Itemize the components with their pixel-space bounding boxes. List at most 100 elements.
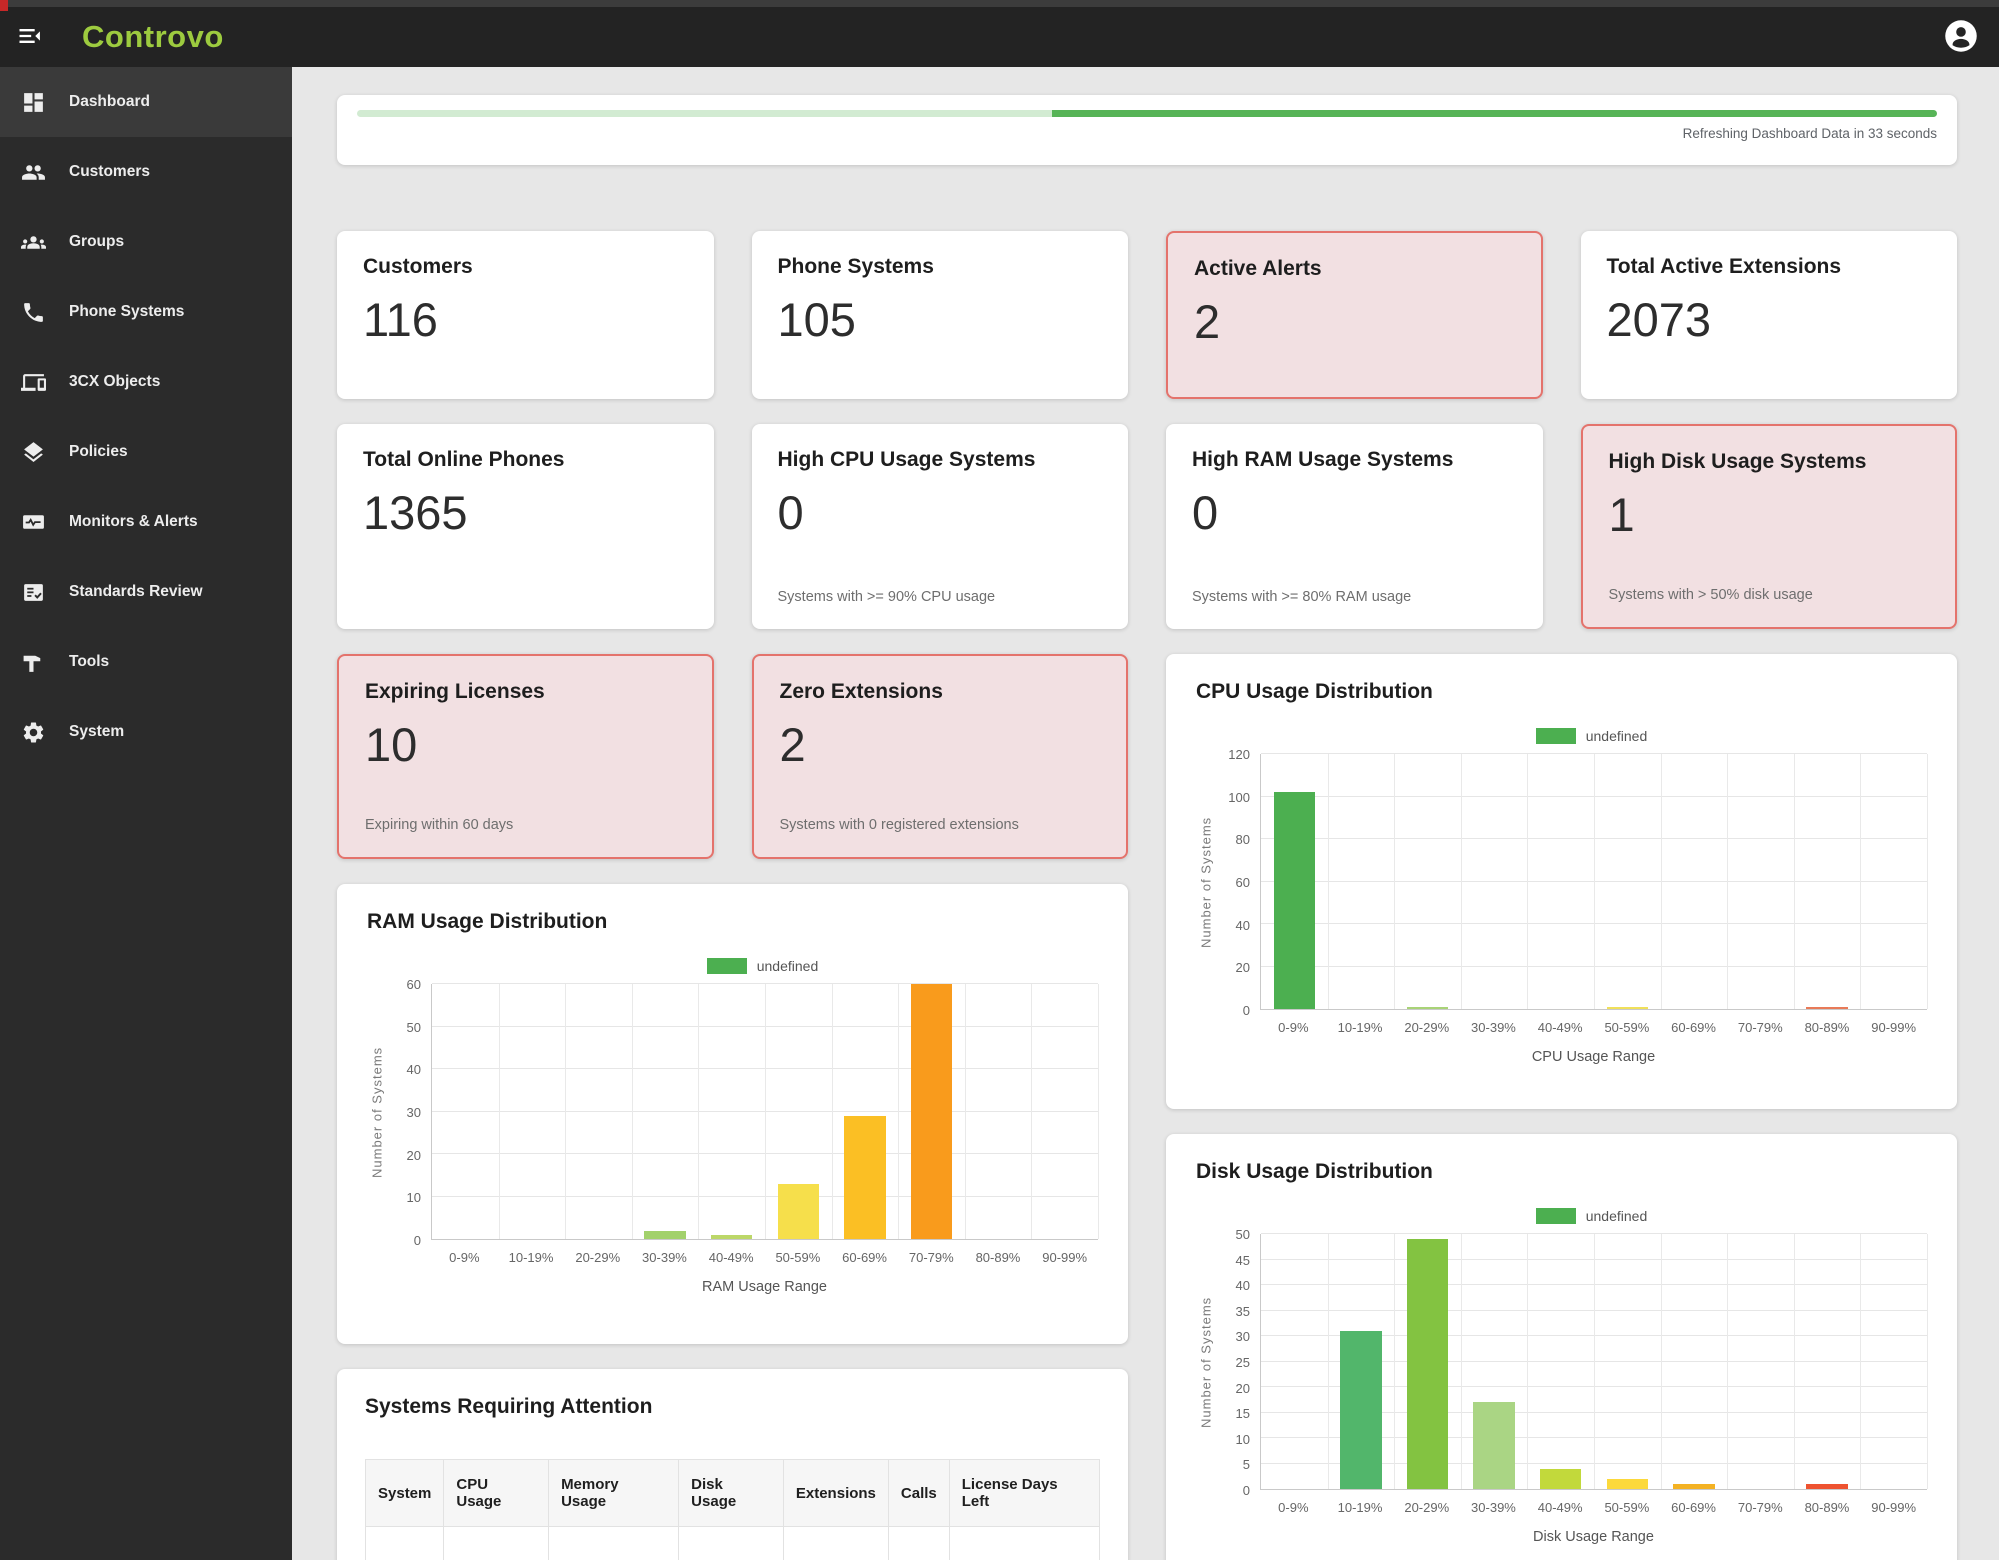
stat-card-phone-systems[interactable]: Phone Systems 105: [751, 231, 1128, 399]
disk-bar-80-89: [1806, 1483, 1848, 1489]
x-tick-label: 70-79%: [908, 1250, 954, 1265]
v-gridline: [631, 984, 633, 1239]
x-tick-label: 40-49%: [1537, 1500, 1583, 1515]
attention-column-disk-usage[interactable]: Disk Usage: [678, 1459, 784, 1527]
v-gridline: [1527, 754, 1529, 1009]
customers-icon: [20, 159, 47, 186]
stat-card-expiring-licenses[interactable]: Expiring Licenses 10 Expiring within 60 da…: [337, 654, 714, 859]
disk-plot-area: [1260, 1233, 1928, 1490]
ram-chart-legend: undefined: [427, 958, 1098, 974]
cpu-bar-50-59: [1606, 1006, 1648, 1009]
table-cell: [887, 1526, 950, 1560]
v-gridline: [1098, 984, 1099, 1239]
disk-bar-60-69: [1673, 1483, 1715, 1489]
groups-icon: [20, 229, 47, 256]
x-tick-label: 40-49%: [1537, 1020, 1583, 1035]
sidebar-item-phone-systems[interactable]: Phone Systems: [0, 277, 292, 347]
attention-column-extensions[interactable]: Extensions: [782, 1459, 889, 1527]
legend-label: undefined: [756, 958, 819, 974]
sidebar-item-3cx-objects[interactable]: 3CX Objects: [0, 347, 292, 417]
tools-icon: [20, 649, 47, 676]
cpu-x-axis-title: CPU Usage Range: [1531, 1049, 1656, 1065]
x-tick-label: 20-29%: [1404, 1500, 1450, 1515]
attention-column-memory-usage[interactable]: Memory Usage: [548, 1459, 680, 1527]
stat-card-title: Phone Systems: [777, 255, 934, 278]
stat-card-total-online-phones[interactable]: Total Online Phones 1365: [337, 424, 714, 629]
phone-icon: [20, 299, 47, 326]
x-tick-label: 30-39%: [1471, 1020, 1516, 1035]
attention-column-system[interactable]: System: [364, 1459, 445, 1527]
x-tick-label: 90-99%: [1042, 1250, 1088, 1265]
y-tick-label: 45: [1235, 1252, 1250, 1268]
v-gridline: [498, 984, 500, 1239]
y-tick-label: 50: [1235, 1227, 1250, 1242]
stat-card-high-ram-usage-systems[interactable]: High RAM Usage Systems 0 Systems with >= 8…: [1166, 424, 1543, 629]
sidebar-item-label: Policies: [69, 443, 128, 460]
x-tick-label: 50-59%: [1604, 1500, 1650, 1515]
x-tick-label: 60-69%: [1671, 1020, 1716, 1035]
x-tick-label: 60-69%: [842, 1250, 887, 1265]
table-cell: [948, 1526, 1101, 1560]
stat-card-title: High RAM Usage Systems: [1192, 448, 1454, 471]
stat-card-total-active-extensions[interactable]: Total Active Extensions 2073: [1580, 231, 1957, 399]
x-tick-label: 30-39%: [1471, 1500, 1516, 1515]
refresh-progress-elapsed: [357, 110, 1053, 117]
stat-card-title: Total Active Extensions: [1606, 255, 1842, 278]
stat-card-value: 2: [1194, 295, 1221, 348]
v-gridline: [698, 984, 700, 1239]
menu-open-icon: [16, 22, 44, 53]
stat-card-zero-extensions[interactable]: Zero Extensions 2 Systems with 0 registere…: [751, 654, 1128, 859]
sidebar-item-tools[interactable]: Tools: [0, 627, 292, 697]
y-tick-label: 5: [1242, 1457, 1250, 1473]
stat-card-active-alerts[interactable]: Active Alerts 2: [1166, 231, 1543, 399]
x-tick-label: 50-59%: [775, 1250, 821, 1265]
y-tick-label: 10: [1235, 1431, 1250, 1447]
x-tick-label: 10-19%: [1337, 1500, 1383, 1515]
refresh-countdown-text: Refreshing Dashboard Data in 33 seconds: [1682, 126, 1937, 141]
v-gridline: [1394, 1234, 1396, 1489]
account-button[interactable]: [1931, 7, 1991, 67]
x-tick-label: 10-19%: [508, 1250, 554, 1265]
disk-plot-row: Number of Systems 0 5 10 15 20 25 30 35 40 45 50: [1196, 1227, 1928, 1498]
stat-card-value: 105: [777, 293, 856, 346]
sidebar-item-groups[interactable]: Groups: [0, 207, 292, 277]
stat-card-subtitle: Expiring within 60 days: [365, 817, 514, 833]
sidebar-item-system[interactable]: System: [0, 697, 292, 767]
stat-card-customers[interactable]: Customers 116: [337, 231, 714, 399]
ram-x-labels: 0-9% 10-19% 20-29% 30-39% 40-49% 50-59% 60-69%…: [431, 1250, 1098, 1265]
v-gridline: [964, 984, 966, 1239]
attention-column-calls[interactable]: Calls: [887, 1459, 950, 1527]
x-tick-label: 0-9%: [1278, 1500, 1309, 1515]
sidebar-item-monitors-alerts[interactable]: Monitors & Alerts: [0, 487, 292, 557]
cpu-bar-20-29: [1406, 1006, 1449, 1009]
sidebar-item-standards-review[interactable]: Standards Review: [0, 557, 292, 627]
v-gridline: [1394, 754, 1396, 1009]
v-gridline: [1927, 754, 1928, 1009]
attention-column-cpu-usage[interactable]: CPU Usage: [443, 1459, 550, 1527]
stat-card-value: 0: [777, 486, 804, 539]
disk-x-labels: 0-9% 10-19% 20-29% 30-39% 40-49% 50-59% 60-69%…: [1260, 1500, 1927, 1515]
x-tick-label: 80-89%: [1804, 1500, 1850, 1515]
gear-icon: [20, 719, 47, 746]
stat-card-high-cpu-usage-systems[interactable]: High CPU Usage Systems 0 Systems with >= 9…: [751, 424, 1128, 629]
sidebar-item-label: Dashboard: [69, 93, 150, 110]
monitor-chart-icon: [20, 509, 47, 536]
ram-plot-row: Number of Systems 0 10 20 30 40 50 60: [367, 977, 1099, 1248]
sidebar-item-policies[interactable]: Policies: [0, 417, 292, 487]
sidebar-item-customers[interactable]: Customers: [0, 137, 292, 207]
ram-bar-70-79: [910, 984, 953, 1239]
table-cell: [548, 1526, 680, 1560]
x-tick-label: 0-9%: [1278, 1020, 1309, 1035]
cpu-chart-legend: undefined: [1256, 728, 1927, 744]
menu-toggle-button[interactable]: [0, 7, 60, 67]
ram-bar-30-39: [644, 1230, 686, 1239]
right-column: CPU Usage Distribution undefined Number of…: [1166, 654, 1957, 1560]
stat-card-high-disk-usage-systems[interactable]: High Disk Usage Systems 1 Systems with > 5…: [1580, 424, 1957, 629]
h-gridline: [1261, 753, 1927, 754]
legend-swatch: [706, 958, 747, 974]
top-header: Controvo: [0, 7, 1999, 67]
y-tick-label: 15: [1235, 1406, 1250, 1422]
stat-card-subtitle: Systems with >= 80% RAM usage: [1192, 589, 1412, 605]
attention-column-license-days-left[interactable]: License Days Left: [948, 1459, 1101, 1527]
sidebar-item-dashboard[interactable]: Dashboard: [0, 67, 292, 137]
